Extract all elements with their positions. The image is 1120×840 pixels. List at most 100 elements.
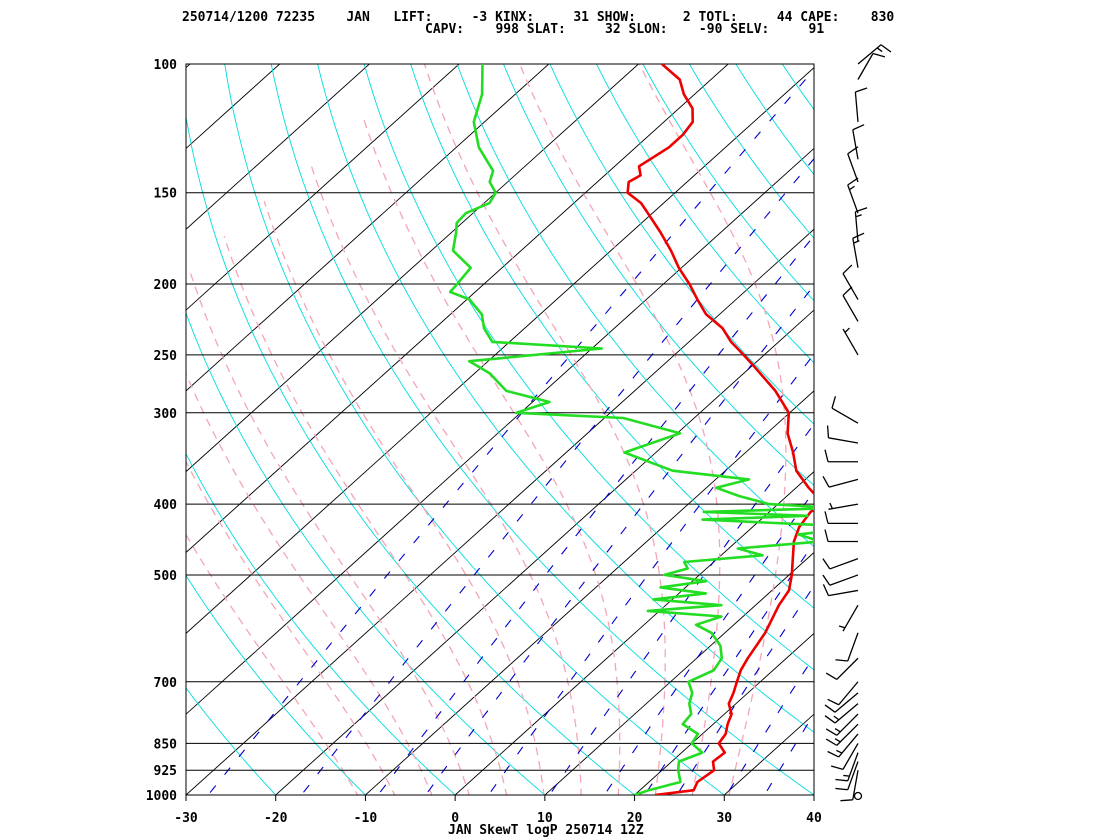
dry-adiabat-line <box>642 64 814 302</box>
wind-calm-marker <box>853 791 863 801</box>
isotherm-line <box>0 48 118 811</box>
wind-barb <box>824 703 859 724</box>
dry-adiabat-line <box>955 48 1120 811</box>
isotherm-line <box>0 48 29 811</box>
temperature-tick-labels: -30 -20 -10 0 10 20 30 40 <box>174 795 822 826</box>
wind-barb <box>827 733 859 758</box>
moist-adiabat-line <box>263 200 545 795</box>
dry-adiabat-grid <box>186 48 1120 811</box>
wind-barb <box>842 327 859 356</box>
pressure-tick-label: 925 <box>154 764 177 779</box>
moist-adiabat-line <box>186 533 359 795</box>
dry-adiabat-line <box>909 48 1120 811</box>
isotherm-line <box>275 309 814 795</box>
wind-barb <box>835 761 859 791</box>
header-line-1: 250714/1200 72235 JAN LIFT: -3 KINX: 31 … <box>182 10 894 25</box>
isotherm-line <box>186 147 814 715</box>
dry-adiabat-line <box>363 64 814 671</box>
temperature-tick-label: -20 <box>264 811 288 826</box>
dry-adiabat-line <box>186 452 456 795</box>
wind-barb <box>825 723 859 746</box>
pressure-tick-label: 150 <box>154 187 178 202</box>
wind-barb <box>857 44 892 65</box>
wind-barbs <box>822 44 892 802</box>
pressure-tick-label: 200 <box>154 278 178 293</box>
wind-barb <box>852 124 865 160</box>
isobar-grid <box>185 63 815 796</box>
mixing-ratio-line <box>763 712 814 795</box>
pressure-tick-label: 250 <box>154 349 178 364</box>
header-line-2: CAPV: 998 SLAT: 32 SLON: -90 SELV: 91 <box>425 22 824 37</box>
mixing-ratio-line <box>676 585 814 795</box>
moist-adiabat-grid <box>186 64 787 795</box>
wind-barb <box>826 425 859 444</box>
wind-barb <box>842 264 859 300</box>
isotherm-line <box>186 64 729 554</box>
dry-adiabat-line <box>224 64 726 795</box>
isotherm-grid <box>0 48 814 811</box>
pressure-tick-label: 700 <box>154 676 178 691</box>
wind-barb <box>842 286 859 322</box>
temperature-tick-label: -30 <box>174 811 198 826</box>
mixing-ratio-line <box>725 655 814 795</box>
wind-barb <box>830 743 859 771</box>
dry-adiabat-line <box>503 64 814 486</box>
wind-barb <box>822 584 859 597</box>
dry-adiabat-line <box>818 48 1120 811</box>
isotherm-line <box>186 64 281 150</box>
temperature-series-line <box>626 64 814 795</box>
isotherm-line <box>723 713 814 795</box>
temperature-tick-label: 20 <box>627 811 643 826</box>
dry-adiabat-line <box>186 114 636 795</box>
dry-adiabat-line <box>317 64 814 733</box>
mixing-ratio-line <box>548 423 814 795</box>
isotherm-line <box>544 551 814 795</box>
moist-adiabat-line <box>519 64 721 795</box>
pressure-tick-label: 100 <box>154 58 178 73</box>
isotherm-line <box>186 64 191 69</box>
isotherm-line <box>186 64 640 473</box>
dry-adiabat-line <box>735 64 814 176</box>
pressure-tick-label: 500 <box>154 569 178 584</box>
mixing-ratio-line <box>300 157 814 795</box>
wind-barb <box>825 713 859 736</box>
temperature-tick-label: 10 <box>537 811 553 826</box>
dry-adiabat-line <box>186 794 187 795</box>
wind-barb <box>824 692 859 713</box>
mixing-ratio-line <box>207 68 814 795</box>
temperature-tick-label: 0 <box>451 811 459 826</box>
mixing-ratio-line <box>644 542 814 795</box>
wind-barb <box>840 770 859 802</box>
wind-barb <box>822 475 859 488</box>
moist-adiabat-line <box>309 161 582 795</box>
pressure-tick-label: 400 <box>154 498 178 513</box>
wind-barb <box>825 657 859 681</box>
dry-adiabat-line <box>186 311 546 795</box>
moist-adiabat-line <box>423 64 666 795</box>
pressure-tick-labels: 100 150 200 250 300 400 500 700 850 925 1000 <box>146 58 177 804</box>
moist-adiabat-line <box>362 116 621 795</box>
wind-barb <box>824 529 858 543</box>
dry-adiabat-line <box>549 64 814 425</box>
moist-adiabat-line <box>188 267 470 795</box>
dry-adiabat-line <box>186 574 367 795</box>
mixing-ratio-line <box>487 353 814 795</box>
dry-adiabat-line <box>410 64 814 609</box>
wind-barb <box>854 207 868 242</box>
dry-adiabat-line <box>863 48 1120 811</box>
isotherm-line <box>633 632 814 795</box>
wind-barb <box>852 232 865 268</box>
dry-adiabat-line <box>270 64 814 795</box>
wind-barb <box>822 558 859 570</box>
plot-frame <box>185 63 815 796</box>
isotherm-line <box>454 471 814 795</box>
dry-adiabat-line <box>781 64 814 111</box>
wind-barb <box>827 681 859 706</box>
isotherm-line <box>186 64 550 392</box>
wind-barb <box>822 574 859 586</box>
dry-adiabat-line <box>1001 48 1120 811</box>
moist-adiabat-line <box>186 372 433 795</box>
dewpoint-series-line <box>448 64 814 795</box>
wind-barb <box>857 52 886 80</box>
dry-adiabat-line <box>186 687 277 795</box>
